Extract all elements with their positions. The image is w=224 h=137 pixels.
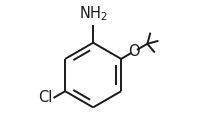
Text: Cl: Cl — [38, 90, 52, 105]
Text: O: O — [128, 44, 140, 59]
Text: NH$_2$: NH$_2$ — [79, 5, 108, 23]
